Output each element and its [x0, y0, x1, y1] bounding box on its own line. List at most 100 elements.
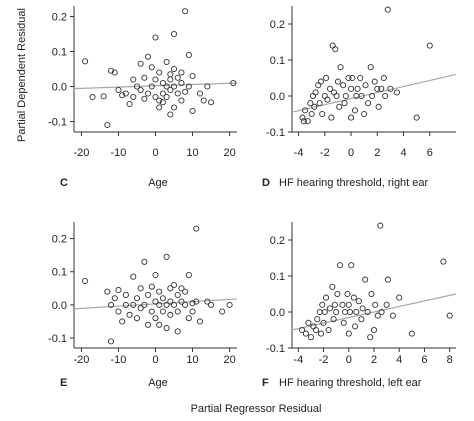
data-point: [89, 93, 96, 101]
figure-ylabel: Partial Dependent Residual: [16, 8, 28, 142]
data-point: [204, 298, 211, 305]
data-point: [302, 107, 309, 114]
data-point: [358, 316, 365, 323]
x-tick-label: 2: [374, 147, 380, 159]
x-tick-label: 8: [447, 354, 453, 366]
data-point: [389, 312, 396, 319]
data-point: [333, 308, 340, 316]
data-point: [167, 298, 174, 305]
data-point: [323, 294, 330, 301]
y-tick-label: 0.2: [270, 19, 285, 31]
data-point: [141, 74, 148, 81]
x-tick-label: -2: [319, 354, 329, 366]
data-point: [122, 90, 129, 97]
data-point: [126, 100, 133, 108]
data-point: [359, 305, 366, 312]
panel-f: -0.1 0.0 0.1 0.2 -4 -2 0 2 4 6 8 F HF hearing thresh…: [262, 222, 457, 389]
data-point: [137, 60, 144, 67]
data-point: [312, 326, 320, 334]
data-point: [368, 92, 376, 100]
data-point: [319, 301, 326, 308]
data-point: [334, 290, 341, 298]
data-point: [332, 46, 339, 53]
panel-d: -0.1 0.0 0.1 0.2 -4 -2 0 2 4 6 D HF hearing thresho…: [262, 6, 457, 189]
data-point: [344, 290, 351, 298]
data-point: [320, 319, 327, 326]
data-point: [350, 294, 357, 301]
data-point: [141, 301, 148, 308]
data-point: [107, 338, 115, 345]
x-tick-label: 10: [186, 354, 198, 366]
data-point: [104, 288, 111, 295]
data-point: [133, 83, 141, 90]
y-tick-label: 0.2: [52, 234, 67, 246]
data-point: [196, 90, 204, 97]
y-tick-label: 0.1: [270, 55, 285, 67]
x-tick-label: 0: [152, 354, 158, 366]
data-point: [193, 225, 200, 232]
data-point: [185, 272, 192, 279]
data-point: [340, 319, 347, 326]
data-point: [159, 295, 166, 302]
data-point: [339, 301, 346, 308]
data-point: [178, 298, 185, 305]
data-point: [174, 328, 181, 335]
data-point: [413, 114, 420, 121]
data-point: [371, 78, 378, 85]
data-point: [174, 291, 181, 298]
data-point: [148, 308, 155, 315]
data-point: [159, 99, 166, 106]
data-point: [375, 103, 382, 110]
data-point: [316, 100, 323, 107]
data-point: [156, 97, 163, 104]
x-tick-label: -4: [293, 354, 303, 366]
data-point: [324, 96, 331, 103]
data-point: [330, 316, 337, 323]
panel-xlabel: HF hearing threshold, left ear: [279, 377, 422, 389]
data-point: [137, 305, 144, 312]
data-point: [340, 82, 347, 89]
data-point: [167, 285, 174, 292]
data-point: [426, 42, 433, 49]
data-point: [368, 290, 375, 298]
data-point: [148, 283, 155, 290]
data-point: [189, 72, 196, 80]
data-point: [342, 92, 349, 100]
data-point: [163, 93, 170, 101]
data-point: [300, 118, 307, 125]
fit-line: [73, 82, 238, 90]
data-point: [156, 321, 163, 328]
data-point: [152, 93, 159, 101]
y-tick-label: -0.1: [48, 117, 67, 129]
y-tick-label: 0.0: [52, 82, 67, 94]
data-point: [310, 323, 317, 330]
data-point: [145, 53, 152, 60]
y-tick-label: -0.1: [266, 127, 285, 139]
y-tick-label: 0.0: [270, 307, 285, 319]
data-point: [170, 301, 178, 308]
data-point: [163, 83, 170, 90]
data-point: [156, 301, 163, 308]
y-tick-label: 0.2: [270, 235, 285, 247]
data-point: [353, 308, 360, 316]
data-point: [308, 110, 315, 118]
data-point: [393, 89, 401, 96]
x-tick-label: -10: [111, 354, 127, 366]
data-point: [378, 85, 385, 92]
panels: -0.10.00.10.2-20 -10 0 10 20C Age-0.10.00.10.…: [48, 6, 457, 389]
data-point: [107, 67, 115, 74]
data-point: [345, 74, 352, 82]
data-point: [362, 82, 369, 89]
data-point: [309, 92, 317, 100]
y-tick-label: 0.0: [52, 300, 67, 312]
data-point: [174, 74, 181, 81]
data-point: [82, 58, 89, 65]
data-point: [370, 326, 378, 334]
data-point: [170, 281, 178, 289]
data-point: [82, 277, 89, 285]
data-point: [156, 69, 163, 76]
x-tick-label: 4: [400, 147, 406, 159]
data-point: [336, 103, 343, 110]
data-point: [348, 262, 355, 269]
panel-c: -0.1 0.0 0.1 0.2 -20 -10 0 10 20 C Age: [48, 6, 238, 189]
